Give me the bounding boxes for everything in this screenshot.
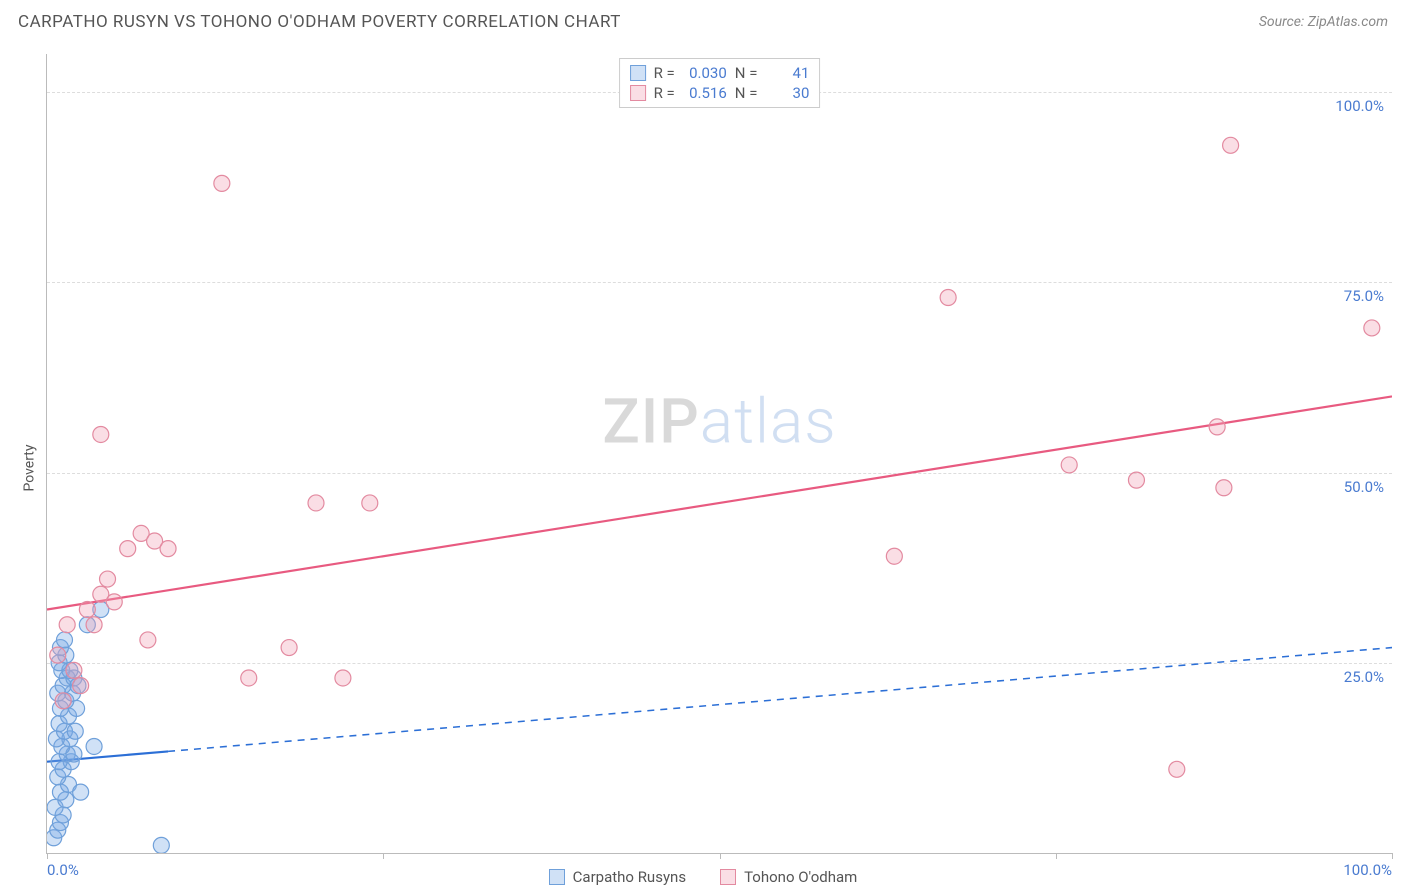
data-point	[1223, 137, 1239, 153]
chart-svg	[47, 54, 1392, 853]
data-point	[86, 738, 102, 754]
data-point	[214, 175, 230, 191]
legend-swatch	[630, 85, 646, 101]
legend-stat-row: R =0.516 N =30	[630, 83, 810, 103]
legend-r-label: R =0.030	[654, 64, 727, 82]
regression-line-dashed	[168, 648, 1392, 752]
regression-line	[47, 396, 1392, 609]
data-point	[140, 632, 156, 648]
data-point	[886, 548, 902, 564]
data-point	[1216, 480, 1232, 496]
x-tick	[47, 853, 48, 859]
chart-title: CARPATHO RUSYN VS TOHONO O'ODHAM POVERTY…	[18, 12, 621, 32]
data-point	[106, 594, 122, 610]
legend-swatch	[720, 869, 736, 885]
data-point	[1364, 320, 1380, 336]
data-point	[73, 678, 89, 694]
legend-r-value: 0.030	[681, 64, 727, 82]
data-point	[241, 670, 257, 686]
data-point	[67, 723, 83, 739]
data-point	[56, 632, 72, 648]
data-point	[1128, 472, 1144, 488]
legend-swatch	[549, 869, 565, 885]
data-point	[362, 495, 378, 511]
legend-r-value: 0.516	[681, 84, 727, 102]
data-point	[281, 640, 297, 656]
legend-n-label: N =41	[735, 64, 810, 82]
x-tick	[1392, 853, 1393, 859]
source-prefix: Source:	[1259, 14, 1308, 30]
source-name: ZipAtlas.com	[1308, 14, 1388, 30]
data-point	[86, 617, 102, 633]
x-tick	[720, 853, 721, 859]
legend-correlation-box: R =0.030 N =41 R =0.516 N =30	[619, 58, 821, 108]
data-point	[335, 670, 351, 686]
legend-series-name: Tohono O'odham	[744, 868, 857, 886]
data-point	[1209, 419, 1225, 435]
data-point	[55, 693, 71, 709]
legend-swatch	[630, 65, 646, 81]
plot-area: ZIPatlas R =0.030N =41R =0.516N =30 25.0…	[46, 54, 1392, 854]
legend-stat-row: R =0.030 N =41	[630, 63, 810, 83]
data-point	[50, 647, 66, 663]
data-point	[1169, 761, 1185, 777]
legend-n-value: 41	[763, 64, 809, 82]
y-axis-label: Poverty	[22, 444, 38, 491]
source-attribution: Source: ZipAtlas.com	[1259, 14, 1388, 30]
data-point	[79, 601, 95, 617]
legend-series-name: Carpatho Rusyns	[573, 868, 686, 886]
x-tick	[383, 853, 384, 859]
data-point	[153, 837, 169, 853]
x-tick	[1056, 853, 1057, 859]
data-point	[66, 662, 82, 678]
data-point	[120, 541, 136, 557]
data-point	[93, 426, 109, 442]
data-point	[160, 541, 176, 557]
data-point	[308, 495, 324, 511]
data-point	[100, 571, 116, 587]
legend-series: Carpatho Rusyns Tohono O'odham	[0, 868, 1406, 886]
legend-r-label: R =0.516	[654, 84, 727, 102]
legend-n-value: 30	[763, 84, 809, 102]
legend-n-label: N =30	[735, 84, 810, 102]
data-point	[73, 784, 89, 800]
legend-series-item: Tohono O'odham	[720, 868, 857, 886]
legend-series-item: Carpatho Rusyns	[549, 868, 686, 886]
data-point	[940, 290, 956, 306]
data-point	[1061, 457, 1077, 473]
data-point	[59, 617, 75, 633]
